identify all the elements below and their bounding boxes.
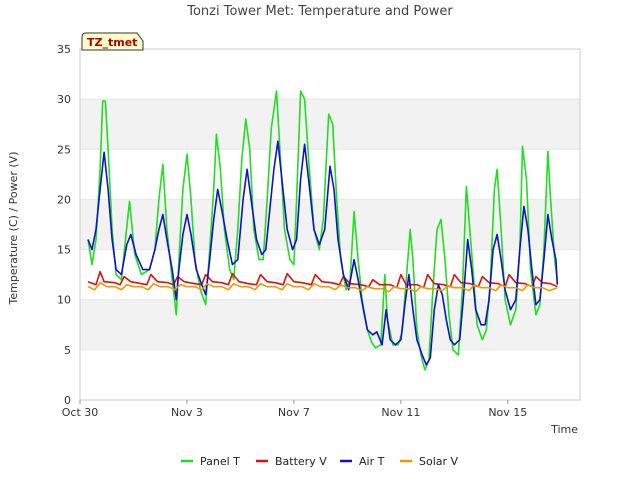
y-tick-label: 15 — [57, 244, 71, 257]
grid-band — [80, 199, 580, 250]
series-line-air-t — [87, 140, 559, 366]
legend: Panel T Battery V Air T Solar V — [181, 455, 459, 468]
plot-frame — [79, 48, 581, 401]
legend-label-panel-t: Panel T — [200, 455, 240, 468]
x-tick-label: Nov 15 — [488, 406, 527, 419]
grid-band — [80, 299, 580, 350]
y-tick-label: 10 — [57, 294, 71, 307]
badge-label: TZ_tmet — [87, 36, 137, 49]
x-axis: Oct 30 Nov 3 Nov 7 Nov 11 Nov 15 — [62, 400, 527, 419]
grid-bands — [80, 48, 580, 401]
station-badge: TZ_tmet — [81, 32, 144, 51]
y-axis: 0 5 10 15 20 25 30 35 — [57, 43, 71, 407]
grid-band — [80, 99, 580, 150]
y-axis-label: Temperature (C) / Power (V) — [7, 151, 20, 305]
badge-box — [81, 32, 144, 51]
x-tick-label: Nov 7 — [278, 406, 310, 419]
series-line-battery-v — [87, 270, 558, 289]
y-tick-label: 0 — [64, 394, 71, 407]
y-tick-label: 35 — [57, 43, 71, 56]
x-axis-label: Time — [550, 423, 578, 436]
y-tick-label: 30 — [57, 93, 71, 106]
x-tick-label: Nov 11 — [381, 406, 420, 419]
x-tick-label: Nov 3 — [171, 406, 203, 419]
y-tick-label: 25 — [57, 143, 71, 156]
y-tick-label: 20 — [57, 193, 71, 206]
x-tick-label: Oct 30 — [62, 406, 99, 419]
legend-label-battery-v: Battery V — [275, 455, 327, 468]
series-lines — [87, 90, 559, 371]
series-line-solar-v — [87, 281, 558, 293]
chart-title: Tonzi Tower Met: Temperature and Power — [186, 4, 453, 19]
legend-label-air-t: Air T — [359, 455, 385, 468]
y-tick-label: 5 — [64, 344, 71, 357]
legend-label-solar-v: Solar V — [419, 455, 459, 468]
